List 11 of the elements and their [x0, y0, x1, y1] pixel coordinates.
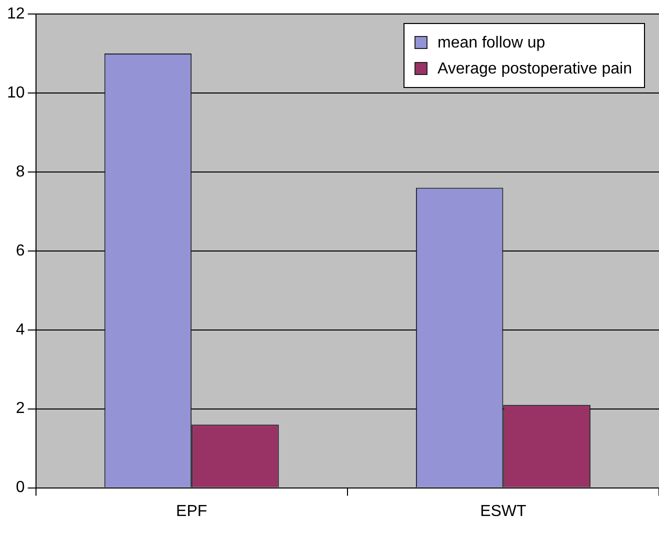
legend-label: Average postoperative pain — [437, 60, 632, 78]
y-tick-label: 2 — [16, 400, 25, 418]
y-tick-label: 12 — [7, 5, 25, 22]
y-tick-label: 6 — [16, 242, 25, 260]
x-tick-label: ESWT — [480, 502, 527, 520]
y-tick-label: 4 — [16, 321, 25, 338]
y-tick-label: 8 — [16, 163, 25, 180]
x-tick-label: EPF — [176, 502, 208, 520]
y-tick-label: 10 — [7, 84, 25, 102]
y-tick-label: 0 — [16, 479, 25, 496]
legend-label: mean follow up — [437, 34, 546, 52]
